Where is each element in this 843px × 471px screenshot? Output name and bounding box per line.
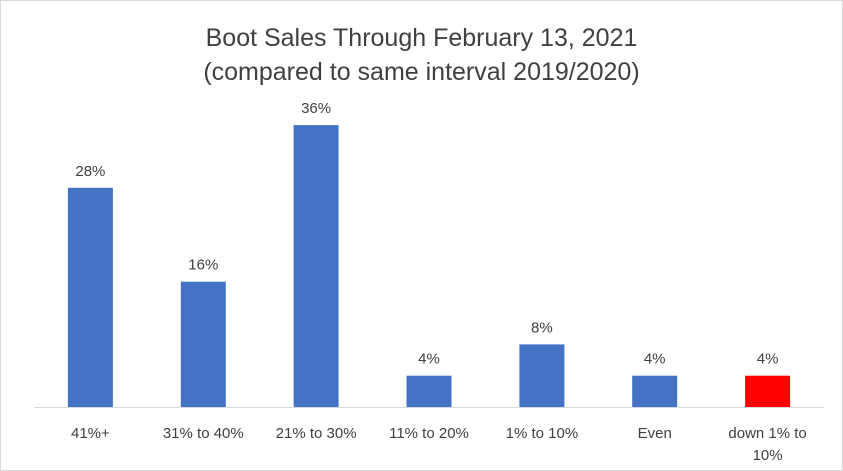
category-label-3: 11% to 20%: [389, 425, 469, 442]
category-label-0: 41%+: [71, 425, 110, 442]
chart-title: Boot Sales Through February 13, 2021 (co…: [1, 21, 842, 89]
category-label-5: Even: [638, 425, 672, 442]
data-label-5: 4%: [644, 351, 666, 368]
bar-4: [519, 344, 565, 407]
category-label-4: 1% to 10%: [506, 425, 579, 442]
bar-3: [406, 375, 452, 407]
category-labels-group: 41%+ 31% to 40% 21% to 30% 11% to 20% 1% to …: [71, 425, 807, 464]
category-label-2: 21% to 30%: [276, 425, 357, 442]
bar-5: [632, 375, 678, 407]
bar-1: [180, 281, 226, 407]
bars-group: [67, 125, 791, 407]
data-label-3: 4%: [418, 351, 440, 368]
data-label-6: 4%: [757, 351, 779, 368]
data-labels-group: 28% 16% 36% 4% 8% 4% 4%: [75, 100, 778, 368]
category-label-6-line-0: down 1% to: [728, 425, 806, 442]
bar-6: [745, 375, 791, 407]
chart-title-line-1: Boot Sales Through February 13, 2021: [205, 24, 638, 52]
category-label-1: 31% to 40%: [163, 425, 244, 442]
data-label-2: 36%: [301, 100, 331, 117]
data-label-4: 8%: [531, 319, 553, 336]
data-label-0: 28%: [75, 163, 105, 180]
chart-title-line-2: (compared to same interval 2019/2020): [203, 58, 640, 86]
data-label-1: 16%: [188, 257, 218, 274]
category-label-6-line-1: 10%: [753, 447, 783, 464]
bar-2: [293, 125, 339, 407]
bar-0: [67, 187, 113, 407]
